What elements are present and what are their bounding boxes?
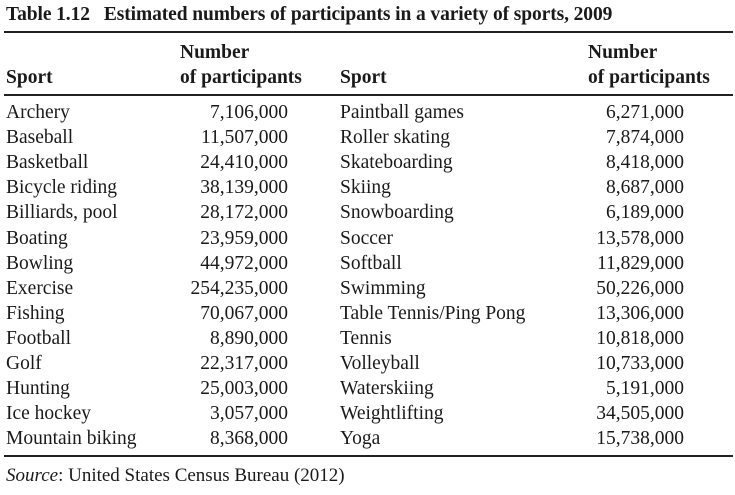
sport-name-right: Softball — [340, 252, 402, 274]
table-row: Mountain biking 8,368,000 Yoga 15,738,000 — [0, 426, 735, 451]
sport-name-right: Snowboarding — [340, 202, 454, 224]
participants-left: 44,972,000 — [200, 252, 288, 274]
participants-left: 8,368,000 — [210, 428, 288, 450]
participants-left: 7,106,000 — [210, 102, 288, 123]
sport-name-right: Yoga — [340, 428, 381, 450]
sport-name-left: Billiards, pool — [6, 202, 118, 224]
participants-left: 28,172,000 — [200, 202, 288, 224]
participants-right: 10,733,000 — [596, 353, 684, 374]
participants-left: 3,057,000 — [210, 403, 288, 425]
sport-name-right: Soccer — [340, 227, 394, 249]
table-row: Billiards, pool 28,172,000 Snowboarding 6,1… — [0, 200, 735, 225]
sport-name-left: Mountain biking — [6, 428, 137, 450]
header-number-right-line2: of participants — [588, 67, 710, 88]
sport-name-right: Volleyball — [340, 353, 420, 374]
sport-name-left: Bowling — [6, 252, 74, 274]
sport-name-left: Baseball — [6, 127, 74, 149]
participants-right: 34,505,000 — [596, 403, 684, 425]
sport-name-left: Hunting — [6, 378, 70, 400]
header-number-left-line2: of participants — [180, 67, 302, 88]
participants-right: 5,191,000 — [606, 378, 684, 400]
table-row: Basketball 24,410,000 Skateboarding 8,418,0… — [0, 150, 735, 175]
participants-right: 8,418,000 — [606, 152, 684, 174]
participants-left: 11,507,000 — [200, 127, 288, 149]
table-label: Table 1.12 — [6, 4, 90, 25]
source-text: : United States Census Bureau (2012) — [58, 465, 345, 486]
sport-name-left: Ice hockey — [6, 403, 91, 425]
participants-right: 8,687,000 — [606, 177, 684, 199]
sport-name-left: Basketball — [6, 152, 89, 174]
participants-left: 8,890,000 — [210, 327, 288, 349]
sport-name-right: Weightlifting — [340, 403, 444, 425]
sport-name-left: Bicycle riding — [6, 177, 118, 199]
participants-left: 22,317,000 — [200, 353, 288, 374]
participants-left: 254,235,000 — [190, 277, 289, 299]
participants-right: 11,829,000 — [596, 252, 684, 274]
header-sport-right: Sport — [340, 67, 387, 88]
sport-name-right: Waterskiing — [340, 378, 434, 400]
participants-right: 10,818,000 — [596, 327, 684, 349]
participants-right: 6,189,000 — [606, 202, 684, 224]
participants-right: 6,271,000 — [606, 102, 684, 123]
sport-name-right: Skateboarding — [340, 152, 453, 174]
participants-left: 70,067,000 — [200, 302, 288, 324]
table-row: Ice hockey 3,057,000 Weightlifting 34,505,0… — [0, 401, 735, 426]
source-note: Source: United States Census Bureau (201… — [6, 465, 345, 487]
table-row: Bowling 44,972,000 Softball 11,829,000 — [0, 251, 735, 276]
sport-name-right: Skiing — [340, 177, 391, 199]
table-row: Bicycle riding 38,139,000 Skiing 8,687,000 — [0, 175, 735, 200]
participants-left: 23,959,000 — [200, 227, 288, 249]
sport-name-left: Exercise — [6, 277, 74, 299]
participants-right: 50,226,000 — [596, 277, 684, 299]
participants-left: 38,139,000 — [200, 177, 288, 199]
sport-name-left: Football — [6, 327, 72, 349]
sport-name-right: Table Tennis/Ping Pong — [340, 302, 526, 324]
participants-right: 13,306,000 — [596, 302, 684, 324]
sport-name-left: Archery — [6, 102, 70, 123]
table-row: Golf 22,317,000 Volleyball 10,733,000 — [0, 351, 735, 376]
table-row: Exercise 254,235,000 Swimming 50,226,000 — [0, 276, 735, 301]
table-caption: Estimated numbers of participants in a v… — [103, 4, 613, 25]
table-row: Hunting 25,003,000 Waterskiing 5,191,000 — [0, 376, 735, 401]
sport-name-left: Golf — [6, 353, 42, 374]
participants-right: 7,874,000 — [606, 127, 684, 149]
participants-left: 25,003,000 — [200, 378, 288, 400]
header-number-right-line1: Number — [588, 42, 658, 63]
bottom-rule — [4, 455, 733, 457]
sport-name-right: Roller skating — [340, 127, 450, 149]
sport-name-left: Boating — [6, 227, 68, 249]
sport-name-left: Fishing — [6, 302, 65, 324]
sport-name-right: Paintball games — [340, 102, 465, 123]
source-label: Source — [6, 465, 59, 486]
header-number-left-line1: Number — [180, 42, 250, 63]
sport-name-right: Swimming — [340, 277, 426, 299]
table-row: Baseball 11,507,000 Roller skating 7,874,00… — [0, 125, 735, 150]
top-rule — [4, 31, 733, 33]
participants-right: 13,578,000 — [596, 227, 684, 249]
header-sport-left: Sport — [6, 67, 53, 88]
header-rule — [4, 94, 733, 96]
table-row: Fishing 70,067,000 Table Tennis/Ping Pong 1… — [0, 301, 735, 326]
sport-name-right: Tennis — [340, 327, 392, 349]
table-title: Table 1.12 Estimated numbers of participa… — [6, 4, 612, 26]
table-row: Archery 7,106,000 Paintball games 6,271,000 — [0, 100, 735, 125]
table-row: Boating 23,959,000 Soccer 13,578,000 — [0, 226, 735, 251]
table-row: Football 8,890,000 Tennis 10,818,000 — [0, 326, 735, 351]
participants-right: 15,738,000 — [596, 428, 684, 450]
participants-left: 24,410,000 — [200, 152, 288, 174]
